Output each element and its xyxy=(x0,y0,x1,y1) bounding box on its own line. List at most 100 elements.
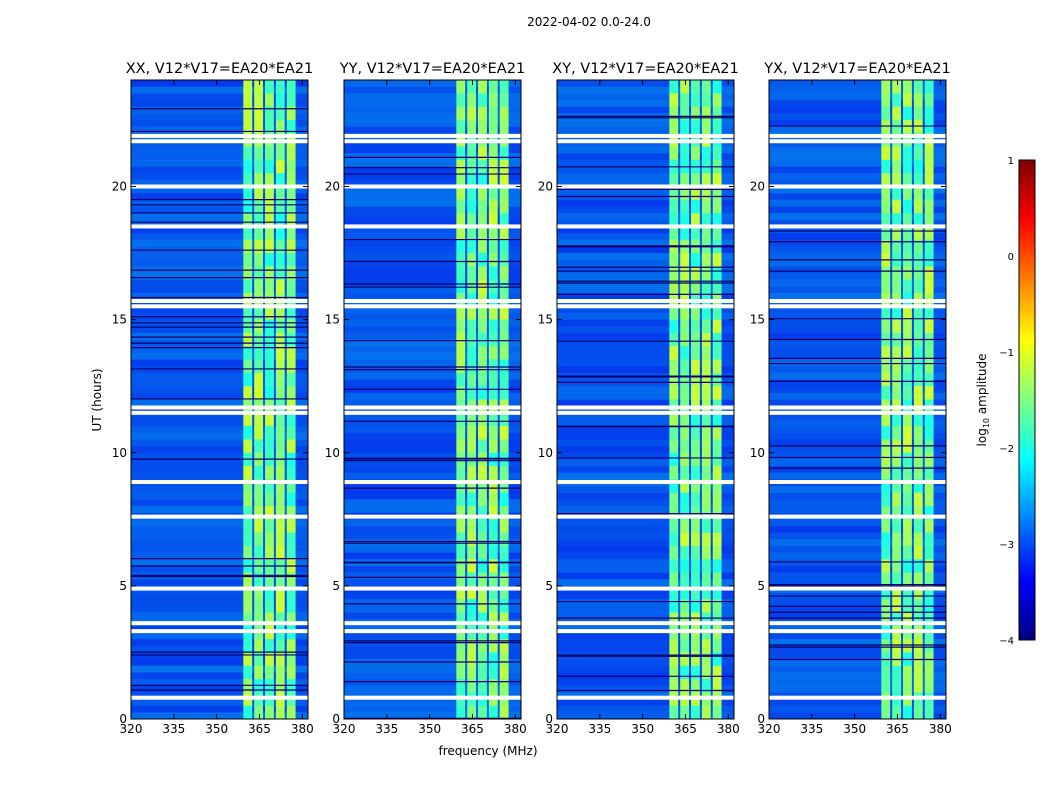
heatmap-band-cell xyxy=(254,346,264,360)
heatmap-row xyxy=(344,179,521,187)
heatmap-band-cell xyxy=(488,705,498,720)
heatmap-band-cell xyxy=(286,519,296,533)
flag-gap xyxy=(557,298,734,303)
heatmap-band-cell xyxy=(691,572,700,587)
heatmap-band-cell xyxy=(881,639,891,653)
heatmap-band-cell xyxy=(881,705,891,720)
heatmap-band-cell xyxy=(456,386,466,400)
heatmap-band-cell xyxy=(903,226,912,241)
heatmap-row xyxy=(131,306,308,314)
heatmap-band-cell xyxy=(691,705,700,720)
heatmap-row xyxy=(344,506,521,513)
heatmap-band-cell xyxy=(712,80,722,94)
heatmap-row xyxy=(557,439,734,447)
heatmap-band-cell xyxy=(254,253,264,267)
heatmap-band-cell xyxy=(892,226,902,241)
heatmap-band-cell xyxy=(499,599,509,613)
heatmap-band-cell xyxy=(924,93,934,107)
heatmap-band-cell xyxy=(286,266,296,280)
heatmap-band-cell xyxy=(913,186,923,201)
heatmap-band-cell xyxy=(254,319,264,334)
heatmap-row xyxy=(769,705,946,713)
heatmap-row xyxy=(557,239,734,247)
heatmap-band-cell xyxy=(881,186,891,201)
heatmap-band-cell xyxy=(243,705,253,720)
heatmap-band-cell xyxy=(691,372,700,387)
heatmap-band-cell xyxy=(488,253,498,267)
colorbar-label-sub: 10 xyxy=(982,418,991,428)
heatmap-band-cell xyxy=(499,639,509,653)
heatmap-band-cell xyxy=(265,239,274,254)
flag-gap xyxy=(131,480,308,485)
heatmap-band-cell xyxy=(680,612,690,627)
heatmap-band-cell xyxy=(680,452,690,467)
heatmap-band-cell xyxy=(701,306,711,320)
heatmap-band-cell xyxy=(680,492,690,507)
heatmap-row xyxy=(769,119,946,127)
heatmap-band-cell xyxy=(467,332,477,347)
heatmap-band-cell xyxy=(881,346,891,360)
flag-gap xyxy=(131,139,308,144)
heatmap-band-cell xyxy=(467,119,477,134)
heatmap-band-cell xyxy=(243,359,253,374)
heatmap-band-cell xyxy=(467,173,477,187)
heatmap-band-cell xyxy=(254,226,264,241)
heatmap-band-cell xyxy=(691,146,700,161)
x-tick-label: 380 xyxy=(291,722,314,736)
heatmap-band-cell xyxy=(903,213,912,227)
y-tick-label: 20 xyxy=(112,180,127,194)
heatmap-row xyxy=(557,592,734,600)
heatmap-row xyxy=(344,159,521,167)
heatmap-row xyxy=(131,233,308,241)
flag-gap xyxy=(769,629,946,634)
heatmap-band-cell xyxy=(691,386,700,400)
heatmap-row xyxy=(344,93,521,101)
heatmap-band-cell xyxy=(669,599,679,613)
heatmap-band-cell xyxy=(265,346,274,360)
heatmap-band-cell xyxy=(488,519,498,533)
heatmap-band-cell xyxy=(499,372,509,387)
heatmap-band-cell xyxy=(456,506,466,520)
flag-gap xyxy=(131,586,308,591)
flag-gap xyxy=(769,298,946,303)
heatmap-band-cell xyxy=(691,306,700,320)
heatmap-row xyxy=(769,86,946,94)
heatmap-band-cell xyxy=(275,106,285,121)
heatmap-band-cell xyxy=(701,665,711,680)
heatmap-band-cell xyxy=(275,426,285,440)
heatmap-band-cell xyxy=(286,705,296,720)
panel-3: XY, V12*V17=EA20*EA21 320 335 350 365 380 0 5 10… xyxy=(538,61,740,736)
heatmap-row xyxy=(769,685,946,693)
heatmap-row xyxy=(769,446,946,454)
heatmap-row xyxy=(769,439,946,447)
heatmap-row xyxy=(557,99,734,107)
heatmap-row xyxy=(769,699,946,706)
heatmap-row xyxy=(769,519,946,527)
flag-gap xyxy=(769,304,946,309)
heatmap-band-cell xyxy=(701,599,711,613)
heatmap-band-cell xyxy=(478,652,487,667)
heatmap-band-cell xyxy=(903,359,912,374)
heatmap-band-cell xyxy=(924,226,934,241)
heatmap-band-cell xyxy=(286,386,296,400)
heatmap-band-cell xyxy=(478,93,487,107)
heatmap-band-cell xyxy=(286,439,296,454)
heatmap-row xyxy=(769,406,946,414)
heatmap-row xyxy=(769,213,946,221)
heatmap-band-cell xyxy=(467,559,477,573)
heatmap-row xyxy=(769,712,946,720)
heatmap-band-cell xyxy=(243,186,253,201)
heatmap-band-cell xyxy=(680,426,690,440)
flag-gap xyxy=(557,224,734,229)
heatmap-band-cell xyxy=(478,665,487,680)
heatmap-row xyxy=(344,86,521,94)
heatmap-row xyxy=(344,532,521,540)
heatmap-band-cell xyxy=(892,159,902,174)
heatmap-row xyxy=(131,106,308,114)
heatmap-row xyxy=(344,206,521,214)
heatmap-band-cell xyxy=(478,239,487,254)
heatmap-band-cell xyxy=(680,705,690,720)
x-tick-label: 335 xyxy=(375,722,398,736)
heatmap-band-cell xyxy=(903,585,912,600)
heatmap-band-cell xyxy=(286,253,296,267)
